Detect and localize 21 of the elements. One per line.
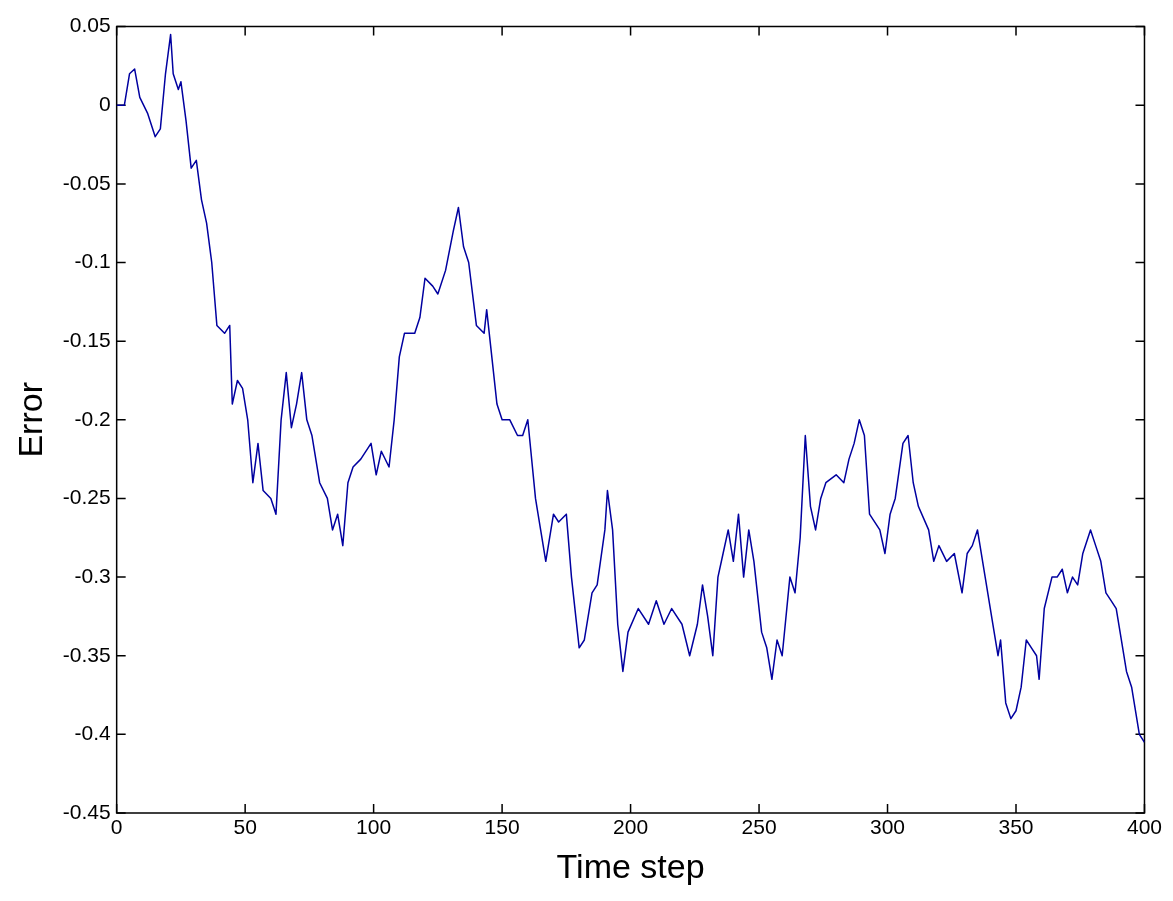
y-axis-title: Error [10, 382, 49, 458]
y-tick-label: 0.05 [69, 13, 111, 37]
y-tick-label: -0.2 [74, 406, 111, 430]
x-tick-label: 250 [741, 815, 777, 839]
y-tick-label: -0.25 [62, 485, 111, 509]
y-tick-label: -0.35 [62, 642, 111, 666]
y-tick-label: -0.3 [74, 563, 111, 587]
y-tick-label: -0.4 [74, 721, 111, 745]
x-tick-label: 400 [1126, 815, 1162, 839]
y-tick-label: -0.1 [74, 249, 111, 273]
y-tick-label: 0 [98, 92, 111, 116]
x-tick-label: 100 [356, 815, 392, 839]
y-tick-label: -0.15 [62, 327, 111, 351]
x-axis-title: Time step [556, 846, 705, 885]
x-tick-label: 200 [613, 815, 649, 839]
y-tick-label: -0.45 [62, 799, 111, 823]
x-tick-label: 150 [484, 815, 520, 839]
x-tick-label: 50 [233, 815, 257, 839]
x-tick-label: 300 [870, 815, 906, 839]
y-tick-label: -0.05 [62, 170, 111, 194]
x-tick-label: 350 [998, 815, 1034, 839]
